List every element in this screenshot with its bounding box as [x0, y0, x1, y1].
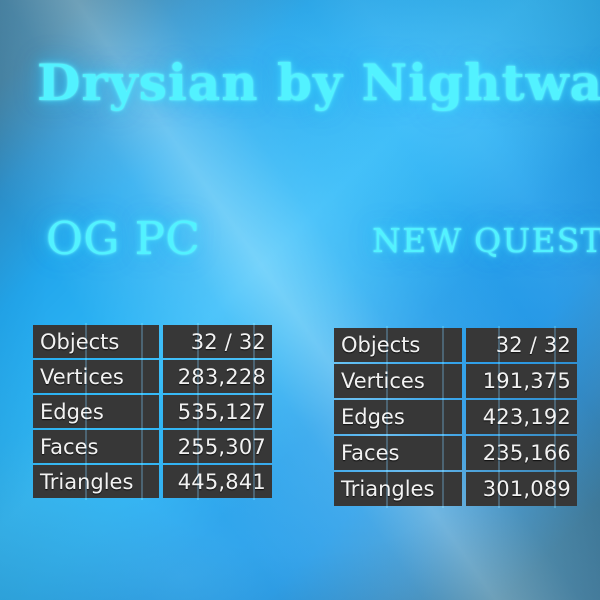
- table-row: Edges 535,127: [33, 395, 272, 428]
- stat-label: Triangles: [334, 472, 462, 506]
- left-panel-heading: OG PC: [46, 212, 201, 265]
- table-row: Triangles 301,089: [334, 472, 577, 506]
- stat-label: Edges: [33, 395, 159, 428]
- stat-label: Objects: [33, 325, 159, 358]
- stat-value: 191,375: [466, 364, 577, 398]
- table-row: Faces 255,307: [33, 430, 272, 463]
- stats-panel-og-pc: Objects 32 / 32 Vertices 283,228 Edges 5…: [31, 323, 272, 500]
- table-row: Edges 423,192: [334, 400, 577, 434]
- table-row: Vertices 191,375: [334, 364, 577, 398]
- table-row: Vertices 283,228: [33, 360, 272, 393]
- stat-value: 535,127: [163, 395, 272, 428]
- stat-label: Edges: [334, 400, 462, 434]
- stat-label: Triangles: [33, 465, 159, 498]
- right-panel-heading: NEW QUEST: [372, 221, 600, 260]
- stats-panel-new-quest: Objects 32 / 32 Vertices 191,375 Edges 4…: [332, 326, 577, 508]
- stat-label: Faces: [334, 436, 462, 470]
- stat-value: 32 / 32: [466, 328, 577, 362]
- table-row: Objects 32 / 32: [334, 328, 577, 362]
- table-row: Objects 32 / 32: [33, 325, 272, 358]
- table-row: Faces 235,166: [334, 436, 577, 470]
- stat-label: Vertices: [33, 360, 159, 393]
- page-title: Drysian by Nightwalker: [37, 53, 600, 112]
- stat-value: 445,841: [163, 465, 272, 498]
- stat-value: 32 / 32: [163, 325, 272, 358]
- stat-label: Objects: [334, 328, 462, 362]
- stat-value: 255,307: [163, 430, 272, 463]
- stat-label: Vertices: [334, 364, 462, 398]
- stat-value: 235,166: [466, 436, 577, 470]
- table-row: Triangles 445,841: [33, 465, 272, 498]
- stat-value: 423,192: [466, 400, 577, 434]
- stat-value: 301,089: [466, 472, 577, 506]
- stat-label: Faces: [33, 430, 159, 463]
- stat-value: 283,228: [163, 360, 272, 393]
